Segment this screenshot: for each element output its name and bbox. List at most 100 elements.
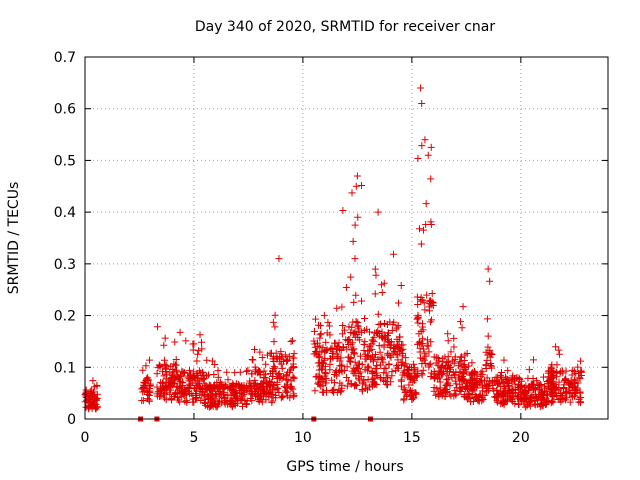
data-point xyxy=(497,400,505,408)
data-point xyxy=(504,367,512,375)
data-point xyxy=(384,337,392,345)
data-point xyxy=(427,175,435,183)
data-point xyxy=(437,363,445,371)
data-point xyxy=(437,369,445,377)
data-point xyxy=(484,332,492,340)
data-point xyxy=(265,389,273,397)
data-point xyxy=(521,394,529,402)
data-point xyxy=(577,394,585,402)
data-point xyxy=(549,392,557,400)
data-point xyxy=(287,383,295,391)
x-tick-label: 15 xyxy=(403,430,421,446)
data-point xyxy=(223,368,231,376)
data-point xyxy=(270,363,278,371)
data-point xyxy=(138,385,146,393)
data-point xyxy=(427,369,435,377)
data-point xyxy=(259,382,267,390)
data-point xyxy=(190,340,198,348)
data-point xyxy=(392,344,400,352)
data-point xyxy=(494,398,502,406)
data-point xyxy=(425,297,433,305)
grid xyxy=(85,57,608,419)
data-point xyxy=(456,318,464,326)
data-point xyxy=(337,387,345,395)
data-point xyxy=(260,374,268,382)
data-point xyxy=(251,376,259,384)
data-point xyxy=(444,337,452,345)
data-point xyxy=(214,373,222,381)
data-point xyxy=(414,300,422,308)
data-point xyxy=(419,366,427,374)
data-point xyxy=(405,381,413,389)
data-point xyxy=(315,353,323,361)
data-point xyxy=(386,343,394,351)
data-point xyxy=(405,388,413,396)
data-point xyxy=(384,349,392,357)
data-point-peak xyxy=(484,265,492,273)
data-point xyxy=(555,346,563,354)
data-point xyxy=(361,355,369,363)
data-point xyxy=(498,373,506,381)
data-point xyxy=(153,383,161,391)
data-point xyxy=(173,366,181,374)
data-point xyxy=(451,371,459,379)
data-point xyxy=(230,382,238,390)
data-point xyxy=(277,348,285,356)
data-point xyxy=(468,359,476,367)
data-point xyxy=(255,367,263,375)
data-point xyxy=(318,359,326,367)
data-point xyxy=(503,397,511,405)
data-point xyxy=(236,387,244,395)
data-point xyxy=(279,393,287,401)
data-point xyxy=(382,380,390,388)
data-point xyxy=(430,353,438,361)
data-point xyxy=(451,355,459,363)
data-point xyxy=(489,381,497,389)
data-point xyxy=(463,368,471,376)
data-point-peak xyxy=(418,100,426,108)
data-point xyxy=(414,155,422,163)
data-point xyxy=(228,398,236,406)
data-point xyxy=(273,375,281,383)
data-point xyxy=(272,355,280,363)
data-point xyxy=(457,375,465,383)
data-point xyxy=(442,388,450,396)
data-point xyxy=(343,382,351,390)
data-point xyxy=(538,390,546,398)
data-point xyxy=(422,200,430,208)
data-point xyxy=(475,392,483,400)
data-point xyxy=(459,363,467,371)
data-point xyxy=(343,345,351,353)
data-point xyxy=(355,374,363,382)
data-point xyxy=(89,377,97,385)
data-point xyxy=(447,348,455,356)
data-point xyxy=(312,315,320,323)
data-point xyxy=(278,364,286,372)
data-point xyxy=(282,384,290,392)
data-point xyxy=(235,381,243,389)
data-point xyxy=(289,373,297,381)
data-point xyxy=(369,357,377,365)
data-point xyxy=(338,303,346,311)
data-point xyxy=(400,384,408,392)
data-point xyxy=(390,250,398,258)
data-point xyxy=(434,354,442,362)
data-point xyxy=(311,387,319,395)
data-point xyxy=(374,310,382,318)
data-point xyxy=(185,366,193,374)
data-point xyxy=(484,343,492,351)
data-point xyxy=(576,375,584,383)
data-point xyxy=(417,354,425,362)
data-point xyxy=(429,302,437,310)
data-point xyxy=(350,298,358,306)
data-point xyxy=(311,343,319,351)
data-point xyxy=(401,371,409,379)
data-point xyxy=(315,380,323,388)
data-point xyxy=(181,369,189,377)
data-point xyxy=(172,355,180,363)
x-axis-label: GPS time / hours xyxy=(286,459,403,475)
data-point xyxy=(310,327,318,335)
data-point xyxy=(402,354,410,362)
data-point xyxy=(222,382,230,390)
